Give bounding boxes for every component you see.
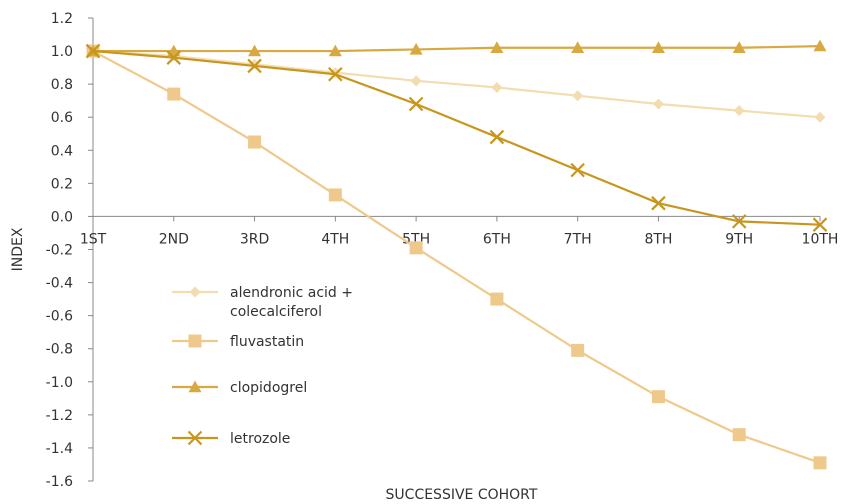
data-point-triangle xyxy=(813,39,827,52)
y-axis-title: INDEX xyxy=(10,227,26,271)
data-point-square xyxy=(490,292,504,306)
data-point-diamond xyxy=(491,81,503,93)
data-point-triangle xyxy=(571,41,585,53)
y-tick-label: 1.0 xyxy=(51,44,73,60)
data-point-x xyxy=(570,162,585,178)
legend-item: clopidogrel xyxy=(172,380,307,396)
series-alendronic-acid-colecalciferol xyxy=(87,45,826,123)
series-letrozole xyxy=(85,43,828,232)
data-point-x xyxy=(812,217,828,232)
data-point-triangle xyxy=(651,41,665,53)
y-tick-label: -0.2 xyxy=(46,243,73,259)
data-point-x xyxy=(408,96,424,112)
y-tick-label: 0.8 xyxy=(51,77,73,93)
y-tick-label: 0.0 xyxy=(51,209,73,225)
data-point-diamond xyxy=(572,90,584,102)
legend-label: colecalciferol xyxy=(230,304,322,320)
series-line xyxy=(93,45,821,53)
y-tick-label: 0.6 xyxy=(51,110,73,126)
legend-marker-triangle xyxy=(188,380,202,393)
data-point-triangle xyxy=(248,44,262,57)
x-tick-label: 4TH xyxy=(321,231,349,247)
data-point-x xyxy=(651,195,666,211)
x-tick-label: 1ST xyxy=(80,231,107,247)
data-point-square xyxy=(167,87,181,101)
x-tick-label: 9TH xyxy=(725,231,753,247)
x-tick-label: 3RD xyxy=(240,231,269,247)
series-fluvastatin xyxy=(86,44,827,470)
x-tick-label: 10TH xyxy=(802,231,839,247)
legend-label: clopidogrel xyxy=(230,380,307,396)
y-tick-label: 0.4 xyxy=(51,143,73,159)
data-point-diamond xyxy=(410,75,422,87)
legend-item: fluvastatin xyxy=(172,334,304,350)
data-point-square xyxy=(409,241,423,255)
x-tick-label: 8TH xyxy=(644,231,672,247)
y-tick-label: -0.4 xyxy=(46,276,73,292)
y-tick-label: -1.2 xyxy=(46,408,73,424)
y-axis: 1.2 1.0 0.8 0.6 0.4 0.2 0.0 -0.2 -0.4 -0.6 -0.8 -1.… xyxy=(46,11,94,490)
legend-marker-x xyxy=(187,430,203,446)
data-point-triangle xyxy=(409,42,423,55)
data-point-triangle xyxy=(490,41,504,53)
series-line xyxy=(92,49,821,226)
legend-marker-square xyxy=(188,334,202,348)
y-tick-label: -0.8 xyxy=(46,342,73,358)
series-line xyxy=(92,49,821,119)
legend-marker-diamond xyxy=(189,286,201,298)
data-point-diamond xyxy=(733,105,745,117)
y-tick-label: -0.6 xyxy=(46,309,73,325)
series-clopidogrel xyxy=(86,39,827,57)
y-tick-label: -1.6 xyxy=(46,474,73,490)
data-point-square xyxy=(732,428,746,442)
data-point-x xyxy=(85,43,101,59)
legend: alendronic acid + colecalciferol fluvastat… xyxy=(172,285,353,447)
legend-label: letrozole xyxy=(230,431,290,447)
legend-item: letrozole xyxy=(172,430,290,447)
data-point-triangle xyxy=(328,44,342,57)
y-tick-label: 1.2 xyxy=(51,11,73,27)
data-point-triangle xyxy=(732,41,746,53)
data-point-square xyxy=(248,135,262,149)
data-point-square xyxy=(813,456,827,470)
legend-item: alendronic acid + colecalciferol xyxy=(172,285,353,320)
x-tick-label: 7TH xyxy=(564,231,592,247)
series-layer xyxy=(85,39,828,470)
x-axis-title: SUCCESSIVE COHORT xyxy=(386,487,538,503)
x-axis: 1ST 2ND 3RD 4TH 5TH 6TH 7TH 8TH 9TH 10TH xyxy=(80,215,839,247)
x-tick-label: 6TH xyxy=(483,231,511,247)
data-point-diamond xyxy=(652,98,664,110)
data-point-x xyxy=(328,66,343,82)
data-point-square xyxy=(571,343,585,357)
data-point-x xyxy=(166,50,182,65)
series-line xyxy=(92,50,821,464)
data-point-x xyxy=(247,58,262,74)
data-point-square xyxy=(328,188,342,202)
data-point-x xyxy=(489,129,505,145)
y-tick-label: 0.2 xyxy=(51,176,73,192)
legend-label: fluvastatin xyxy=(230,334,304,350)
y-tick-label: -1.0 xyxy=(46,375,73,391)
data-point-square xyxy=(651,390,665,404)
data-point-x xyxy=(731,214,747,229)
y-tick-label: -1.4 xyxy=(46,441,73,457)
data-point-diamond xyxy=(249,58,261,70)
legend-label: alendronic acid + xyxy=(230,285,353,301)
data-point-diamond xyxy=(814,111,826,123)
x-tick-label: 2ND xyxy=(159,231,189,247)
